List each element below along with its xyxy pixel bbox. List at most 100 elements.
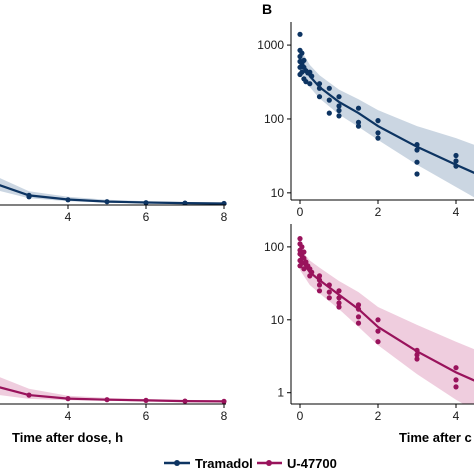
data-point xyxy=(316,277,323,283)
data-point xyxy=(297,31,303,37)
confidence-band xyxy=(0,377,224,403)
data-point xyxy=(326,289,332,295)
x-tick-label: 4 xyxy=(453,205,460,219)
data-point xyxy=(414,347,420,353)
data-point xyxy=(414,147,420,153)
legend-label-tramadol: Tramadol xyxy=(195,456,253,471)
data-point xyxy=(355,302,362,308)
series-line xyxy=(299,58,474,174)
legend-item-tramadol: Tramadol xyxy=(164,456,253,471)
data-point xyxy=(307,69,313,75)
confidence-band xyxy=(300,48,474,198)
data-point xyxy=(453,384,459,390)
y-tick-label: 100 xyxy=(264,112,284,126)
y-tick-label: 10 xyxy=(271,186,285,200)
data-point xyxy=(104,199,110,205)
legend-marker-tramadol xyxy=(174,460,180,466)
data-point xyxy=(453,365,459,371)
legend: Tramadol U-47700 xyxy=(164,456,337,471)
data-point xyxy=(301,57,307,64)
legend-marker-u47700 xyxy=(266,460,272,466)
data-point xyxy=(301,266,307,272)
data-point xyxy=(355,105,362,111)
data-point xyxy=(336,288,342,294)
data-point xyxy=(336,295,342,301)
data-point xyxy=(326,85,332,91)
data-point xyxy=(316,288,323,294)
x-tick-label: 4 xyxy=(65,409,72,423)
data-point xyxy=(316,81,323,87)
data-point xyxy=(326,97,332,103)
data-point xyxy=(143,200,149,205)
data-point xyxy=(336,107,342,114)
panel-label-b: B xyxy=(262,1,272,17)
x-tick-label: 0 xyxy=(297,205,304,219)
data-point xyxy=(355,320,362,326)
data-point xyxy=(453,163,459,169)
x-tick-label: 0 xyxy=(297,409,304,423)
y-tick-label: 1000 xyxy=(257,38,284,52)
data-point xyxy=(414,142,420,148)
y-tick-label: 10 xyxy=(271,313,285,327)
data-point xyxy=(336,103,342,109)
panel-a-bottom: 4 6 8 Time after dose, h xyxy=(0,377,228,445)
data-point xyxy=(316,85,323,91)
data-point xyxy=(326,110,332,116)
y-tick-label: 100 xyxy=(264,240,284,254)
data-point xyxy=(299,50,305,56)
data-point xyxy=(309,73,315,79)
data-point xyxy=(375,118,381,124)
data-point xyxy=(65,396,71,402)
x-tick-label: 4 xyxy=(65,210,72,224)
data-point xyxy=(375,135,381,141)
x-tick-label: 4 xyxy=(453,409,460,423)
data-point xyxy=(297,236,303,242)
data-point xyxy=(221,201,227,205)
data-point xyxy=(336,300,342,306)
data-point xyxy=(104,397,110,403)
data-point xyxy=(453,377,459,383)
data-point xyxy=(182,398,188,404)
data-point xyxy=(375,130,381,136)
data-point xyxy=(453,152,459,159)
data-point xyxy=(307,81,313,87)
data-point xyxy=(299,244,305,250)
legend-item-u47700: U-47700 xyxy=(257,456,337,471)
data-point xyxy=(414,171,420,177)
x-axis-title: Time after c xyxy=(399,430,472,445)
data-point xyxy=(414,159,420,165)
x-tick-label: 2 xyxy=(375,409,382,423)
x-tick-label: 8 xyxy=(221,210,228,224)
data-point xyxy=(182,200,188,205)
plot-area xyxy=(297,236,474,404)
data-point xyxy=(326,295,332,301)
data-point xyxy=(26,392,32,398)
panel-b-bottom: 0 2 4 1 10 100 Time after c xyxy=(264,224,474,445)
x-tick-label: 6 xyxy=(143,210,150,224)
data-point xyxy=(326,282,332,288)
data-point xyxy=(26,194,32,200)
data-point xyxy=(221,398,227,404)
data-point xyxy=(414,352,420,358)
data-point xyxy=(336,94,342,100)
legend-label-u47700: U-47700 xyxy=(287,456,337,471)
data-point xyxy=(355,314,362,320)
data-point xyxy=(299,69,305,75)
panel-b-top: 0 2 4 10 100 1000 xyxy=(257,22,474,219)
data-point xyxy=(303,79,309,85)
data-point xyxy=(375,317,381,323)
panel-a-top: 4 6 8 xyxy=(0,178,228,224)
data-point xyxy=(355,119,362,125)
data-point xyxy=(336,113,342,119)
plot-area xyxy=(0,377,227,404)
data-point xyxy=(355,123,362,129)
data-point xyxy=(375,328,381,334)
data-point xyxy=(301,249,307,255)
plot-area xyxy=(0,178,227,205)
data-point xyxy=(414,356,420,362)
data-point xyxy=(375,339,381,345)
plot-area xyxy=(297,31,474,198)
confidence-band xyxy=(300,248,474,404)
data-point xyxy=(336,304,342,310)
